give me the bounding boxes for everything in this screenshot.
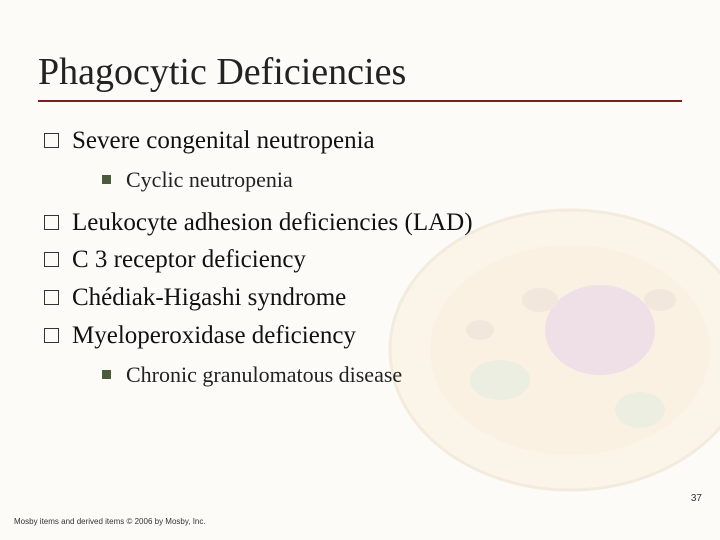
sub-list-item-text: Cyclic neutropenia [126, 167, 293, 192]
list-item: Myeloperoxidase deficiency Chronic granu… [38, 319, 682, 391]
slide-content: Phagocytic Deficiencies Severe congenita… [0, 0, 720, 391]
list-item: Chédiak-Higashi syndrome [38, 281, 682, 315]
sub-list: Cyclic neutropenia [96, 164, 682, 196]
slide-title: Phagocytic Deficiencies [38, 50, 682, 102]
sub-list-item: Cyclic neutropenia [96, 164, 682, 196]
list-item: C 3 receptor deficiency [38, 243, 682, 277]
list-item-text: Myeloperoxidase deficiency [72, 322, 356, 349]
copyright-text: Mosby items and derived items © 2006 by … [14, 517, 206, 526]
list-item: Severe congenital neutropenia Cyclic neu… [38, 124, 682, 196]
sub-list: Chronic granulomatous disease [96, 359, 682, 391]
list-item-text: Chédiak-Higashi syndrome [72, 284, 346, 311]
list-item-text: Severe congenital neutropenia [72, 127, 375, 154]
list-item: Leukocyte adhesion deficiencies (LAD) [38, 206, 682, 240]
list-item-text: Leukocyte adhesion deficiencies (LAD) [72, 209, 473, 236]
bullet-list: Severe congenital neutropenia Cyclic neu… [38, 124, 682, 391]
page-number: 37 [691, 493, 702, 504]
sub-list-item-text: Chronic granulomatous disease [126, 362, 402, 387]
list-item-text: C 3 receptor deficiency [72, 246, 306, 273]
sub-list-item: Chronic granulomatous disease [96, 359, 682, 391]
